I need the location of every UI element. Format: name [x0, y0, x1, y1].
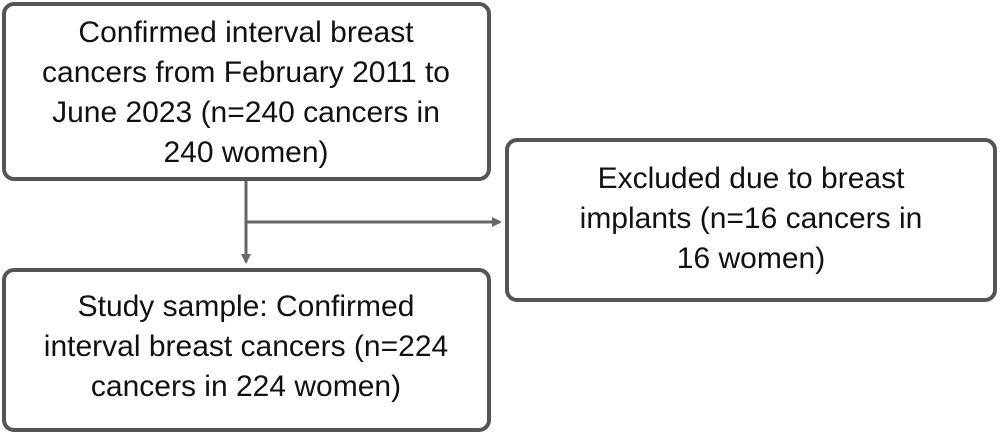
- node-text: interval breast cancers (n=224: [44, 330, 448, 363]
- node-text: June 2023 (n=240 cancers in: [52, 96, 440, 129]
- node-text: 240 women): [163, 136, 328, 169]
- box-source: [2, 2, 491, 181]
- node-text: Confirmed interval breast: [78, 16, 414, 49]
- node-text: cancers from February 2011 to: [42, 56, 450, 89]
- node-text: cancers in 224 women): [91, 370, 401, 403]
- node-text: implants (n=16 cancers in: [580, 202, 923, 235]
- box-excluded: [505, 138, 997, 302]
- node-text: Excluded due to breast: [598, 162, 906, 195]
- node-text: Study sample: Confirmed: [78, 290, 415, 323]
- node-text: 16 women): [677, 242, 825, 275]
- box-sample: [2, 268, 491, 432]
